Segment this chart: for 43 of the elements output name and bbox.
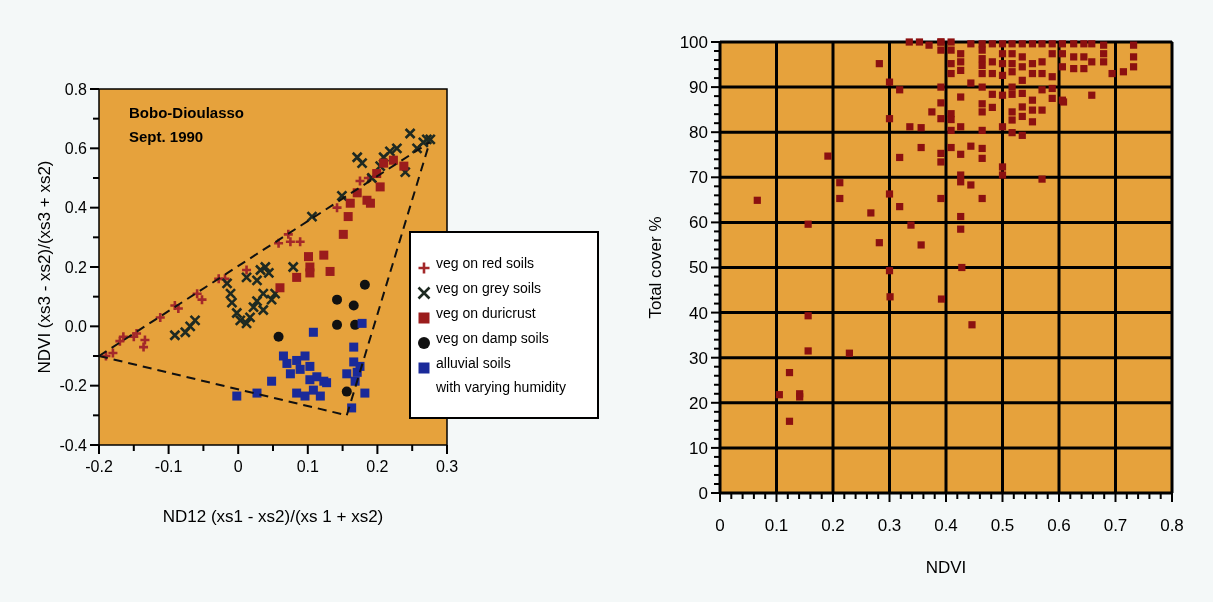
y-tick-label: 20 [689, 393, 708, 413]
y-tick-label: 30 [689, 348, 708, 368]
y-axis-title: Total cover % [646, 216, 665, 319]
y-tick-label: 0.6 [64, 139, 88, 157]
x-tick-label: -0.2 [85, 458, 113, 475]
x-tick-label: 0 [715, 516, 725, 535]
y-tick-label: 0.8 [64, 80, 88, 98]
x-axis-title: ND12 (xs1 - xs2)/(xs 1 + xs2) [162, 507, 384, 526]
y-tick-label: -0.4 [59, 436, 88, 454]
legend-label: veg on duricrust [436, 305, 536, 321]
legend-label: veg on grey soils [436, 280, 542, 296]
x-tick-label: 0.1 [296, 458, 320, 475]
y-tick-label: 90 [689, 78, 708, 98]
legend-label: alluvial soils with varying humidity [435, 355, 566, 395]
y-tick-label: 80 [689, 123, 708, 143]
y-tick-label: 0 [698, 483, 708, 503]
x-tick-label: 0.4 [934, 516, 958, 535]
y-tick-label: 100 [679, 32, 708, 52]
x-tick-label: 0.2 [821, 516, 845, 535]
x-tick-label: 0.1 [764, 516, 789, 535]
y-tick-label: 0.4 [64, 199, 88, 217]
x-tick-label: 0.3 [877, 516, 902, 535]
x-tick-label: 0.8 [1160, 516, 1184, 535]
legend-label: veg on red soils [436, 255, 535, 271]
x-tick-label: 0.3 [435, 458, 459, 475]
x-tick-label: 0.2 [366, 458, 389, 475]
y-tick-label: 40 [689, 303, 708, 323]
annotation: Bobo-Dioulasso Sept. 1990 [129, 104, 244, 145]
x-axis-title: NDVI [925, 558, 967, 577]
y-tick-label: 70 [689, 168, 708, 188]
y-tick-label: 60 [689, 213, 708, 233]
x-tick-label: -0.1 [154, 458, 183, 475]
y-tick-label: -0.2 [59, 377, 88, 395]
y-tick-label: 0.2 [64, 258, 88, 276]
y-tick-label: 10 [689, 438, 708, 458]
x-tick-label: 0.6 [1047, 516, 1071, 535]
x-tick-label: 0.5 [990, 516, 1015, 535]
y-tick-label: 0.0 [64, 317, 88, 335]
x-tick-label: 0.7 [1103, 516, 1128, 535]
x-tick-label: 0 [233, 458, 243, 475]
legend-label: veg on damp soils [436, 330, 549, 346]
y-axis-title: NDVI (xs3 - xs2)/(xs3 + xs2) [35, 160, 54, 374]
y-tick-label: 50 [689, 258, 708, 278]
